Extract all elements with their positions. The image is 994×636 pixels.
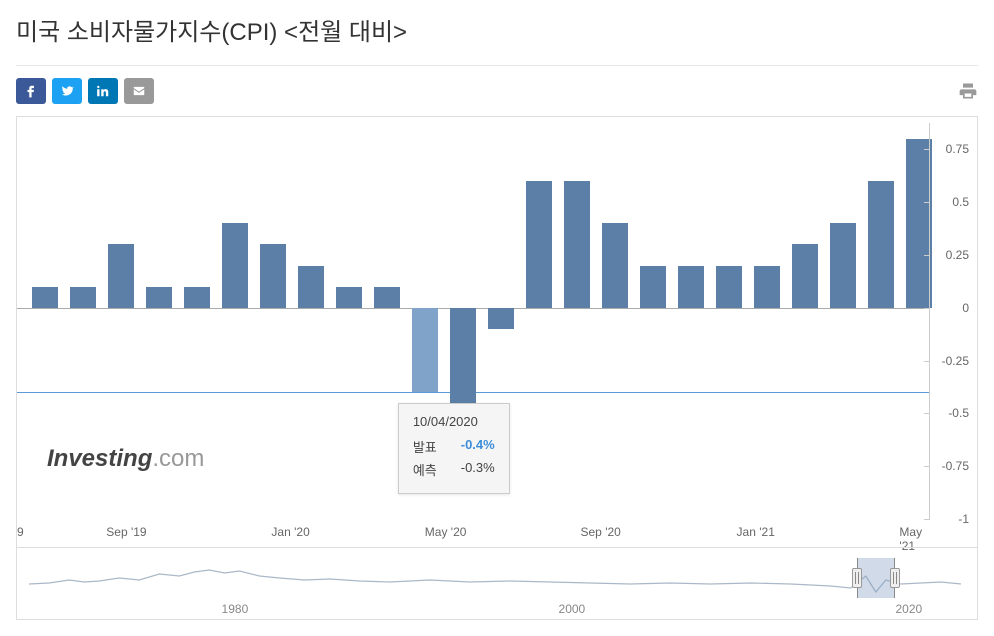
navigator-handle-left[interactable] [852, 568, 862, 588]
share-facebook-button[interactable] [16, 78, 46, 104]
chart-bar[interactable] [146, 287, 173, 308]
chart-bar[interactable] [830, 223, 857, 307]
linkedin-icon [96, 84, 110, 98]
navigator-tick-label: 2020 [895, 602, 922, 616]
x-tick-label: Jan '20 [271, 525, 309, 539]
chart-bar[interactable] [868, 181, 895, 308]
chart-bar[interactable] [412, 308, 439, 392]
facebook-icon [24, 84, 38, 98]
share-email-button[interactable] [124, 78, 154, 104]
y-tick-label: 0.75 [946, 142, 969, 156]
y-tick-label: -1 [958, 512, 969, 526]
twitter-icon [60, 84, 74, 98]
x-tick-label: Jan '21 [737, 525, 775, 539]
chart-bar[interactable] [678, 266, 705, 308]
tooltip-actual-label: 발표 [413, 437, 437, 456]
chart-bar[interactable] [32, 287, 59, 308]
y-axis: -1-0.75-0.5-0.2500.250.50.75 [929, 123, 977, 519]
chart-bar[interactable] [754, 266, 781, 308]
print-button[interactable] [958, 81, 978, 101]
chart-bar[interactable] [792, 244, 819, 307]
y-tick-label: -0.25 [942, 354, 969, 368]
chart-bar[interactable] [108, 244, 135, 307]
y-tick-label: -0.5 [948, 406, 969, 420]
x-tick-label: Sep '20 [581, 525, 621, 539]
x-axis-start-label: 9 [17, 525, 24, 539]
main-chart[interactable]: Investing.com 10/04/2020 발표 -0.4% 예측 -0.3% -1… [17, 117, 977, 547]
navigator-handle-right[interactable] [890, 568, 900, 588]
chart-container: Investing.com 10/04/2020 발표 -0.4% 예측 -0.3% -1… [16, 116, 978, 620]
share-twitter-button[interactable] [52, 78, 82, 104]
print-icon [958, 81, 978, 101]
chart-bar[interactable] [222, 223, 249, 307]
y-tick-label: 0.5 [952, 195, 969, 209]
x-tick-label: May '20 [425, 525, 467, 539]
chart-bar[interactable] [260, 244, 287, 307]
chart-bar[interactable] [564, 181, 591, 308]
y-tick-label: 0.25 [946, 248, 969, 262]
navigator-tick-label: 2000 [559, 602, 586, 616]
chart-bar[interactable] [640, 266, 667, 308]
toolbar [16, 78, 978, 104]
share-linkedin-button[interactable] [88, 78, 118, 104]
tooltip-date: 10/04/2020 [413, 414, 495, 429]
tooltip-actual-value: -0.4% [461, 437, 495, 456]
divider [16, 65, 978, 66]
chart-bar[interactable] [602, 223, 629, 307]
chart-bar[interactable] [184, 287, 211, 308]
y-tick-label: -0.75 [942, 459, 969, 473]
chart-bar[interactable] [336, 287, 363, 308]
page-title: 미국 소비자물가지수(CPI) <전월 대비> [16, 12, 978, 47]
email-icon [132, 84, 146, 98]
chart-bar[interactable] [70, 287, 97, 308]
chart-bar[interactable] [716, 266, 743, 308]
chart-bar[interactable] [298, 266, 325, 308]
tooltip-forecast-value: -0.3% [461, 460, 495, 479]
share-buttons [16, 78, 154, 104]
chart-tooltip: 10/04/2020 발표 -0.4% 예측 -0.3% [398, 403, 510, 494]
chart-bar[interactable] [374, 287, 401, 308]
y-tick-label: 0 [962, 301, 969, 315]
navigator[interactable]: 1980 2000 2020 [17, 547, 977, 619]
navigator-tick-label: 1980 [222, 602, 249, 616]
tooltip-forecast-label: 예측 [413, 460, 437, 479]
chart-bar[interactable] [526, 181, 553, 308]
chart-bar[interactable] [488, 308, 515, 329]
navigator-sparkline [29, 558, 965, 598]
watermark-logo: Investing.com [47, 445, 204, 473]
x-tick-label: Sep '19 [106, 525, 146, 539]
x-axis: 9 Sep '19Jan '20May '20Sep '20Jan '21May… [17, 519, 929, 547]
